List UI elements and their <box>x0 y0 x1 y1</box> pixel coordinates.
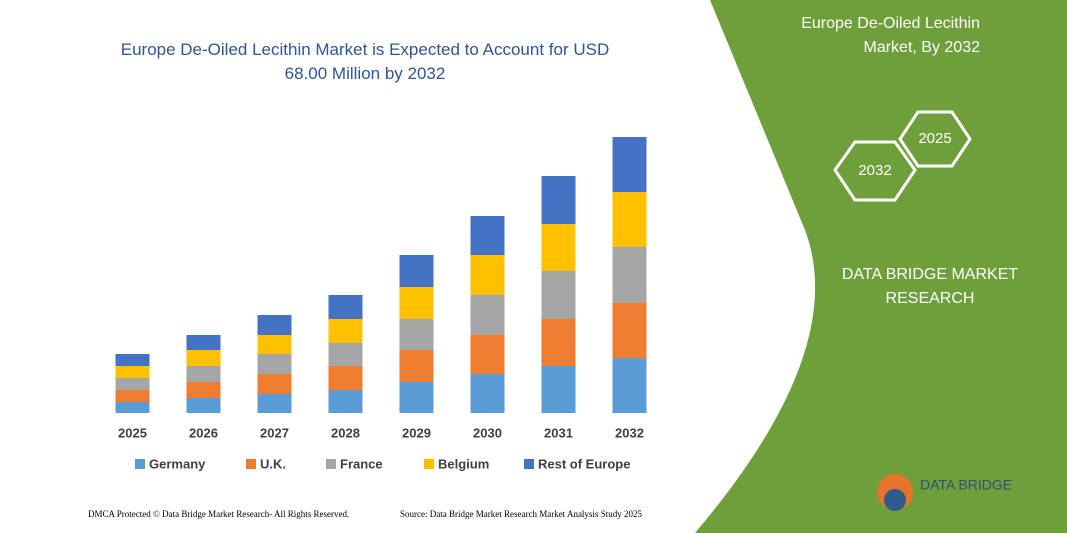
bar-segment <box>541 224 576 271</box>
logo-text: DATA BRIDGE <box>920 477 1012 493</box>
badge-label: 2032 <box>858 162 891 179</box>
x-tick-label: 2029 <box>402 425 431 440</box>
legend-swatch <box>135 459 145 469</box>
bar-segment <box>399 287 434 319</box>
x-tick-label: 2028 <box>331 425 360 440</box>
bar-segment <box>470 216 505 255</box>
legend-swatch <box>246 459 256 469</box>
bar-segment <box>328 319 363 343</box>
legend-swatch <box>524 459 534 469</box>
bar-segment <box>612 137 647 192</box>
logo-icon <box>884 489 906 511</box>
bar-segment <box>115 378 150 390</box>
bar-segment <box>328 390 363 413</box>
bar-segment <box>257 374 292 394</box>
panel-title: Europe De-Oiled Lecithin Market, By 2032 <box>801 15 980 56</box>
badge-hex <box>833 140 917 202</box>
bar-segment <box>399 255 434 287</box>
bar-segment <box>470 374 505 413</box>
bar-segment <box>328 295 363 319</box>
bar-segment <box>541 271 576 319</box>
bar-segment <box>470 295 505 335</box>
badge-label: 2025 <box>918 130 951 147</box>
x-tick-label: 2032 <box>615 425 644 440</box>
bar-segment <box>470 335 505 374</box>
legend-swatch <box>326 459 336 469</box>
chart-title: Europe De-Oiled Lecithin Market is Expec… <box>120 40 610 83</box>
bar-segment <box>612 192 647 247</box>
side-panel <box>695 0 1067 533</box>
legend-label: Rest of Europe <box>538 456 630 471</box>
x-tick-label: 2025 <box>118 425 147 440</box>
bar-segment <box>399 382 434 413</box>
footer-left: DMCA Protected © Data Bridge Market Rese… <box>88 509 350 519</box>
x-tick-label: 2031 <box>544 425 573 440</box>
bar-segment <box>612 358 647 413</box>
bar-segment <box>257 315 292 335</box>
bar-segment <box>115 366 150 378</box>
bar-segment <box>257 394 292 413</box>
bar-segment <box>612 303 647 358</box>
bar-segment <box>115 402 150 413</box>
bar-segment <box>257 354 292 374</box>
badge-hex <box>898 110 972 168</box>
bar-segment <box>399 350 434 382</box>
footer-right: Source: Data Bridge Market Research Mark… <box>400 509 642 519</box>
x-tick-label: 2027 <box>260 425 289 440</box>
legend-swatch <box>424 459 434 469</box>
bar-segment <box>186 366 221 382</box>
bar-segment <box>612 247 647 303</box>
bar-segment <box>186 335 221 350</box>
bar-segment <box>115 354 150 366</box>
bar-segment <box>541 319 576 366</box>
legend-label: Germany <box>149 456 206 471</box>
x-tick-label: 2030 <box>473 425 502 440</box>
bar-segment <box>399 319 434 350</box>
legend-label: Belgium <box>438 456 489 471</box>
bar-segment <box>470 255 505 295</box>
company-name: DATA BRIDGE MARKET RESEARCH <box>841 266 1019 307</box>
bar-segment <box>115 390 150 402</box>
bar-segment <box>541 366 576 413</box>
bar-segment <box>257 335 292 354</box>
bar-segment <box>186 350 221 366</box>
x-tick-label: 2026 <box>189 425 218 440</box>
bar-segment <box>541 176 576 224</box>
bar-segment <box>186 382 221 398</box>
bar-segment <box>328 366 363 390</box>
bar-segment <box>328 343 363 366</box>
bar-segment <box>186 398 221 413</box>
legend-label: U.K. <box>260 456 286 471</box>
legend-label: France <box>340 456 383 471</box>
